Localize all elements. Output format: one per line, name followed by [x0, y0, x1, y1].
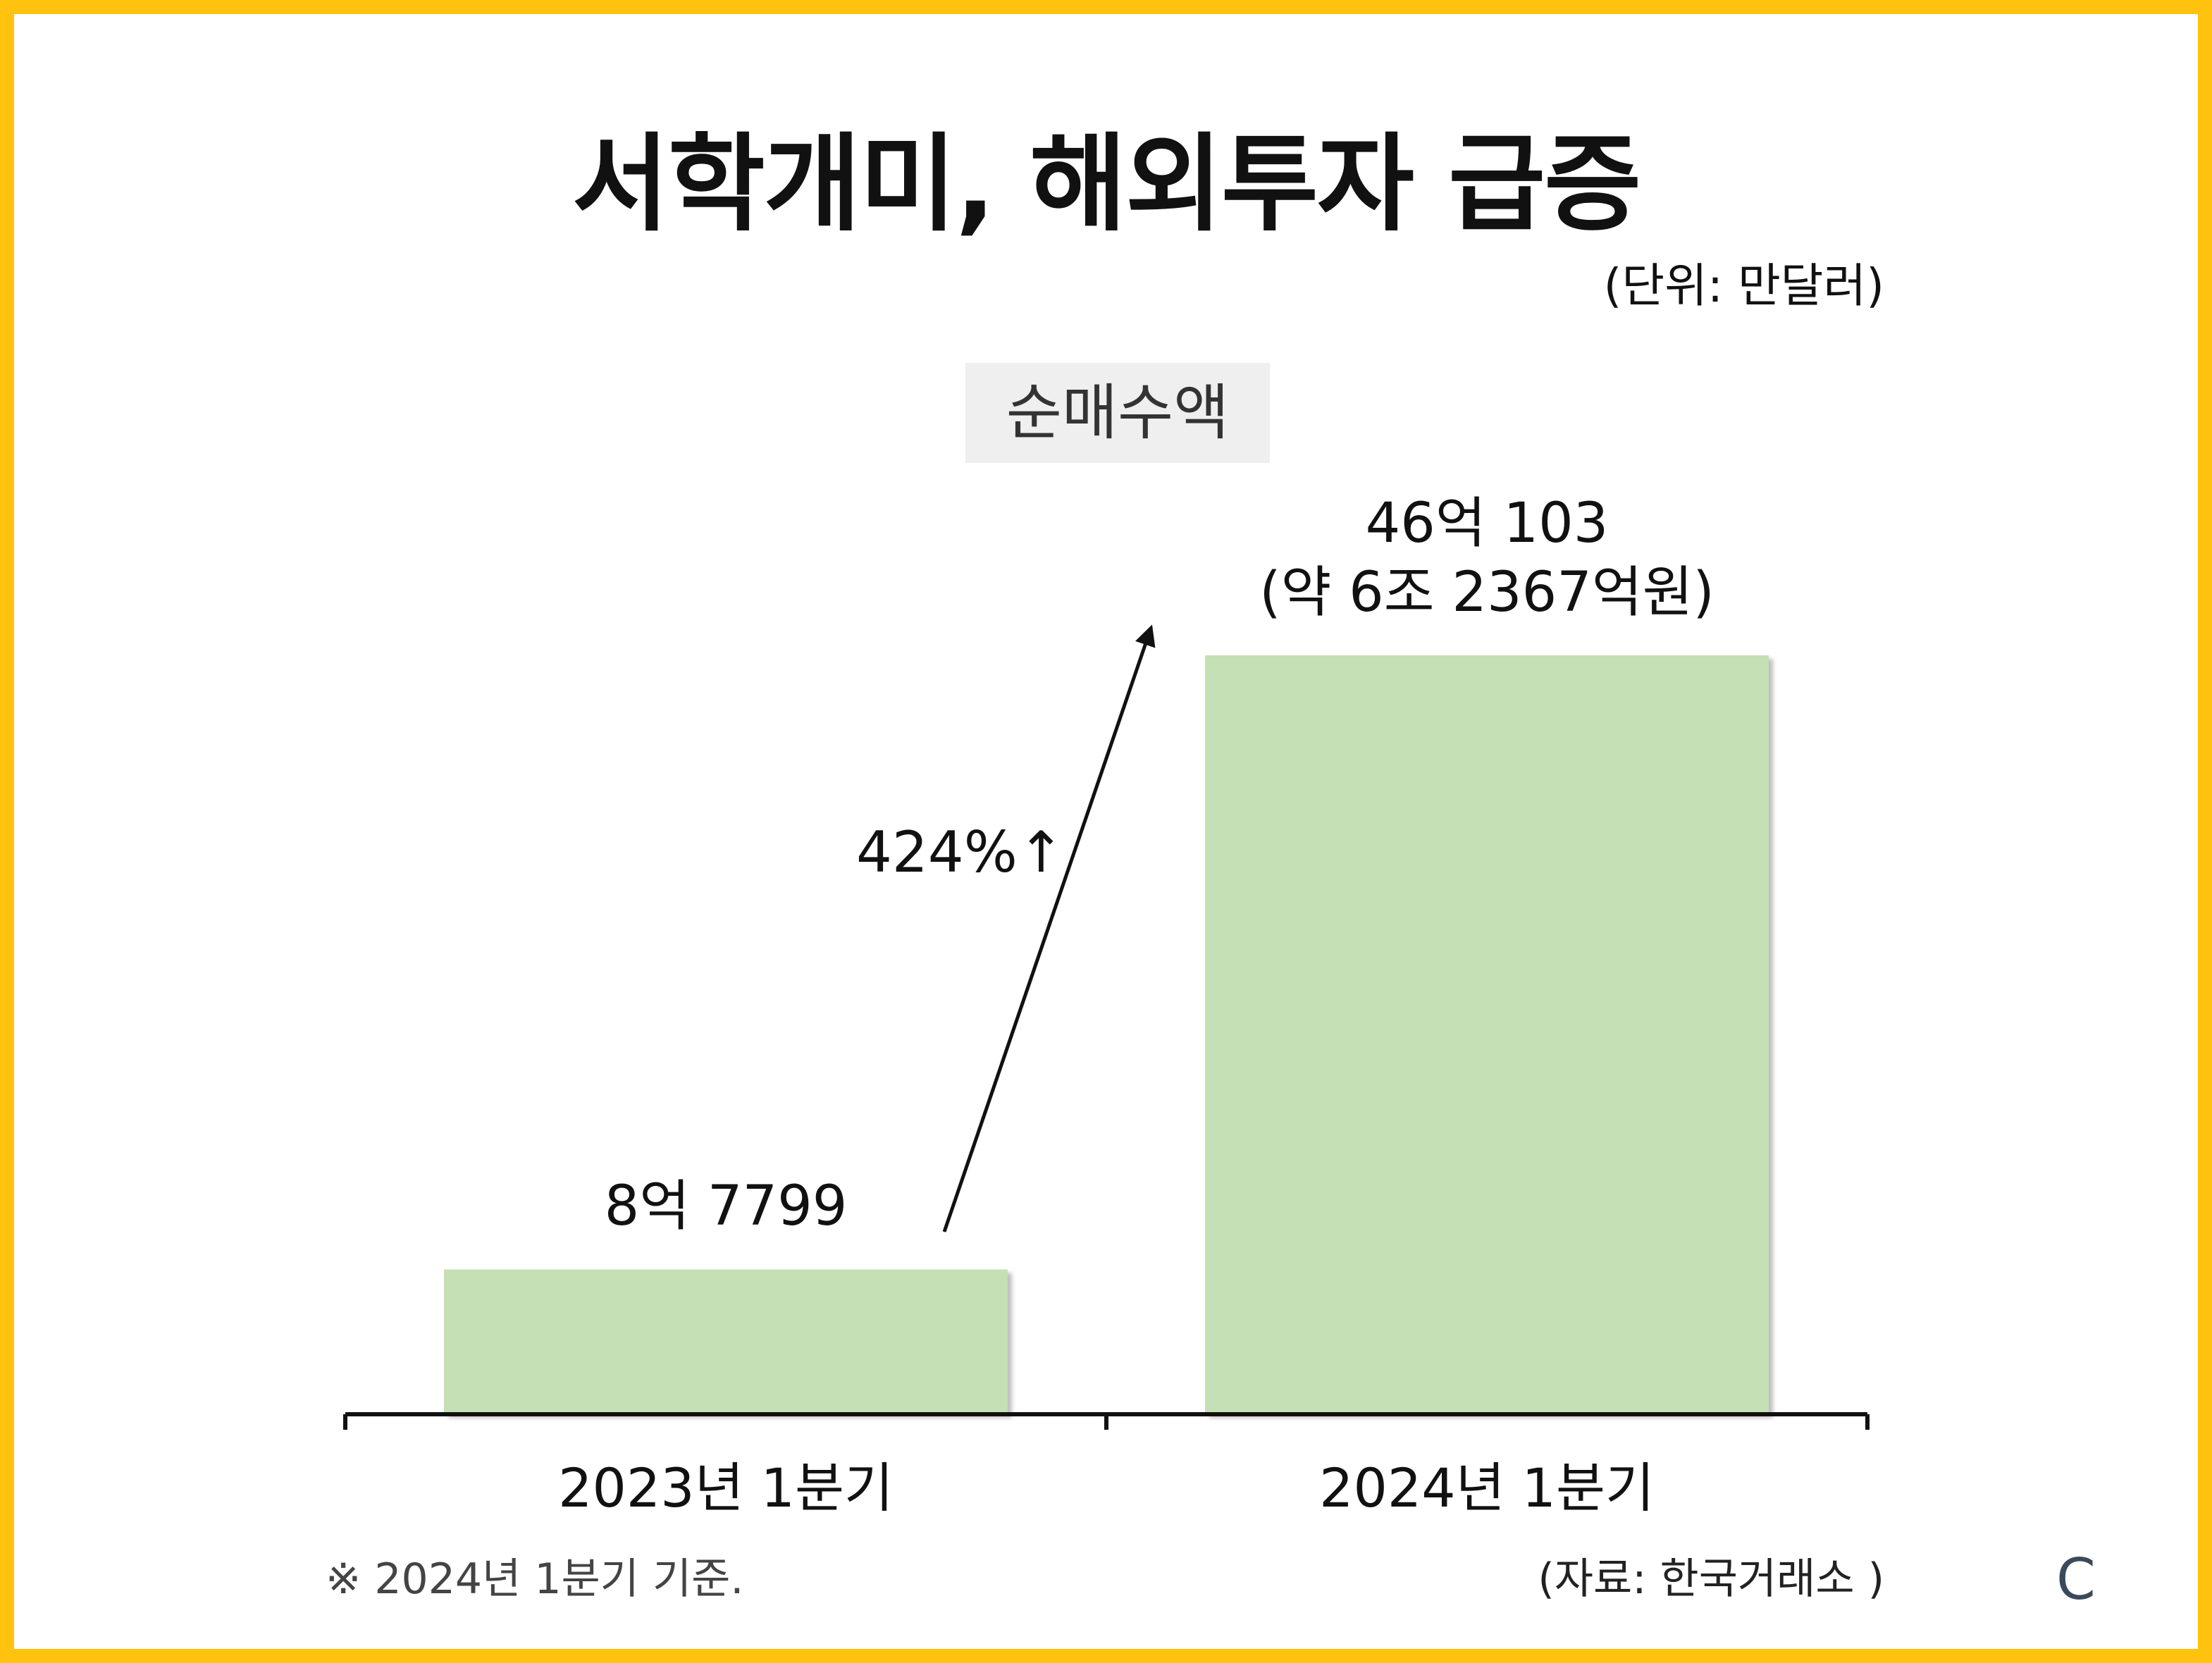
value-label-sub: (약 6조 2367억원): [1259, 560, 1714, 624]
value-label-2024: 46억 103 (약 6조 2367억원): [1205, 490, 1769, 627]
growth-annotation: 424%↑: [856, 820, 1065, 885]
growth-arrow: [942, 624, 1156, 1232]
corner-logo-mark: C: [2056, 1547, 2096, 1612]
value-label-main: 46억 103: [1365, 492, 1609, 555]
metric-label: 순매수액: [965, 363, 1270, 463]
footnote: ※ 2024년 1분기 기준.: [326, 1554, 744, 1604]
chart-title: 서학개미, 해외투자 급증: [571, 123, 1641, 246]
bar-0: [444, 1269, 1008, 1414]
value-label-2023: 8억 7799: [444, 1173, 1008, 1242]
category-label-2024: 2024년 1분기: [1319, 1457, 1655, 1519]
source-note: (자료: 한국거래소 ): [1538, 1554, 1884, 1604]
unit-note: (단위: 만달러): [1603, 259, 1884, 313]
bar-1: [1205, 655, 1769, 1414]
category-label-2023: 2023년 1분기: [558, 1457, 894, 1519]
value-label-main: 8억 7799: [604, 1174, 848, 1238]
